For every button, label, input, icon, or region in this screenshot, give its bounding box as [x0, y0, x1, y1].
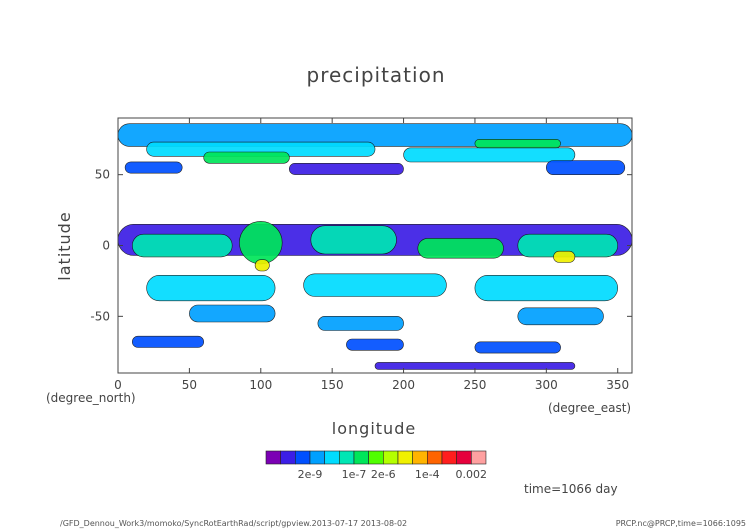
- plot-area: [117, 117, 633, 374]
- colorbar-label: 1e-4: [415, 468, 440, 481]
- colorbar-swatch: [309, 450, 325, 465]
- colorbar-swatch: [338, 450, 355, 465]
- colorbar-label: 2e-6: [371, 468, 396, 481]
- chart-title: precipitation: [307, 63, 446, 87]
- colorbar-swatch: [441, 450, 457, 465]
- x-tick-label: 50: [182, 378, 197, 392]
- x-tick-label: 150: [321, 378, 344, 392]
- y-tick-label: -50: [90, 309, 110, 323]
- colorbar-swatch: [294, 450, 311, 465]
- x-tick-label: 350: [606, 378, 629, 392]
- precip-region-17: [303, 273, 447, 297]
- y-axis-title: latitude: [55, 211, 74, 280]
- x-axis-unit: (degree_east): [548, 401, 631, 415]
- precip-region-16: [146, 274, 276, 302]
- y-tick-label: 0: [102, 239, 110, 253]
- x-tick-label: 250: [463, 378, 486, 392]
- colorbar-swatch: [368, 450, 384, 465]
- colorbar-swatch: [280, 450, 296, 465]
- colorbar-label: 2e-9: [298, 468, 323, 481]
- precip-region-23: [346, 338, 404, 351]
- precip-region-12: [310, 225, 397, 255]
- colorbar-swatch: [265, 450, 281, 465]
- precip-region-3: [203, 151, 290, 164]
- x-axis-title: longitude: [332, 419, 416, 438]
- colorbar-label: 0.002: [456, 468, 488, 481]
- precip-region-24: [474, 341, 561, 354]
- precip-regions: [118, 123, 632, 370]
- precip-region-19: [189, 304, 276, 323]
- colorbar-labels: 2e-9 1e-7 2e-6 1e-4 0.002: [298, 468, 487, 481]
- precip-region-21: [517, 307, 604, 326]
- precip-region-11: [254, 259, 270, 272]
- precip-region-20: [317, 315, 404, 331]
- x-axis-ticks: 0 50 100 150 200 250 300 350: [114, 118, 629, 392]
- x-tick-label: 100: [249, 378, 272, 392]
- y-axis-unit: (degree_north): [46, 391, 136, 405]
- colorbar-swatch: [353, 450, 369, 465]
- colorbar-swatch: [324, 450, 340, 465]
- y-tick-label: 50: [95, 168, 110, 182]
- precip-region-9: [132, 233, 233, 258]
- colorbar-swatch: [397, 450, 413, 465]
- precip-region-6: [288, 163, 404, 175]
- precip-region-2: [403, 147, 576, 163]
- precip-region-10: [239, 221, 283, 265]
- x-tick-label: 200: [392, 378, 415, 392]
- colorbar-label: 1e-7: [342, 468, 367, 481]
- x-tick-label: 0: [114, 378, 122, 392]
- colorbar-swatch: [470, 450, 487, 465]
- precip-region-22: [132, 335, 205, 348]
- colorbar: [265, 450, 487, 465]
- footer-source: PRCP.nc@PRCP,time=1066:1095: [616, 519, 746, 528]
- precip-region-18: [474, 274, 618, 302]
- precip-region-5: [124, 161, 183, 174]
- x-tick-label: 300: [535, 378, 558, 392]
- time-label: time=1066 day: [524, 482, 618, 496]
- colorbar-swatch: [382, 450, 399, 465]
- precip-region-15: [553, 250, 576, 263]
- colorbar-swatch: [426, 450, 443, 465]
- precip-region-13: [417, 238, 504, 259]
- precip-region-4: [474, 139, 561, 149]
- colorbar-swatch: [412, 450, 428, 465]
- y-axis-ticks: 50 0 -50: [90, 168, 632, 323]
- footer-path: /GFD_Dennou_Work3/momoko/SyncRotEarthRad…: [60, 519, 407, 528]
- precip-region-7: [545, 160, 626, 175]
- colorbar-swatch: [456, 450, 472, 465]
